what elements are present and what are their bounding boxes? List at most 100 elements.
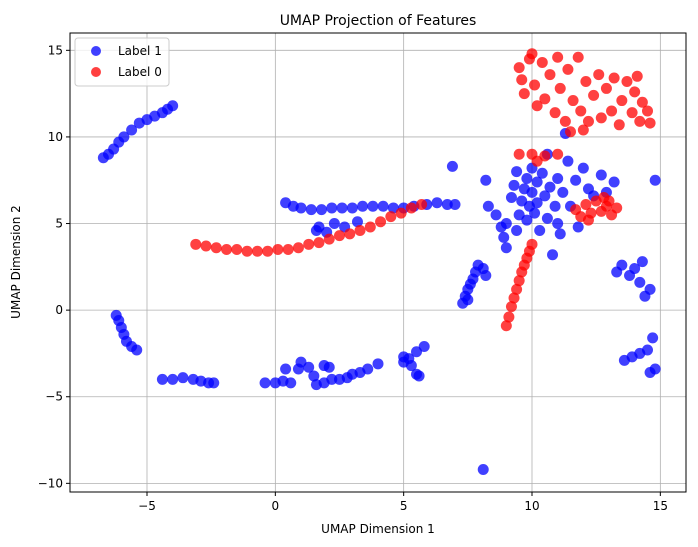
data-point bbox=[344, 228, 356, 240]
data-point bbox=[323, 233, 335, 245]
data-point bbox=[156, 373, 168, 385]
data-point bbox=[531, 197, 543, 209]
data-point bbox=[411, 346, 422, 358]
chart-title: UMAP Projection of Features bbox=[280, 13, 477, 29]
data-point bbox=[405, 202, 417, 214]
data-point bbox=[313, 237, 325, 249]
data-point bbox=[126, 124, 138, 136]
data-point bbox=[405, 360, 417, 372]
axis-ticks: −5 0 5 10 15 −10 −5 0 5 10 15 bbox=[38, 43, 668, 513]
legend-marker-label-1 bbox=[91, 46, 101, 56]
data-point bbox=[595, 112, 607, 124]
data-point bbox=[500, 320, 512, 332]
data-point bbox=[541, 212, 553, 224]
x-tick-label: 5 bbox=[400, 499, 408, 513]
data-point bbox=[572, 51, 584, 63]
data-point bbox=[575, 105, 587, 117]
data-point bbox=[262, 245, 274, 257]
data-point bbox=[606, 105, 618, 117]
data-point bbox=[616, 259, 628, 271]
data-point bbox=[570, 174, 582, 186]
data-point bbox=[644, 283, 656, 295]
data-point bbox=[649, 363, 661, 375]
y-tick-label: −5 bbox=[45, 390, 63, 404]
x-axis-label: UMAP Dimension 1 bbox=[321, 522, 435, 536]
data-point bbox=[629, 86, 641, 98]
data-point bbox=[295, 356, 307, 368]
series-label-1 bbox=[97, 100, 661, 475]
data-point bbox=[531, 155, 543, 167]
data-point bbox=[449, 198, 461, 210]
y-tick-label: 5 bbox=[55, 217, 63, 231]
y-tick-label: 10 bbox=[48, 130, 63, 144]
data-point bbox=[292, 242, 304, 254]
data-point bbox=[621, 75, 633, 87]
data-point bbox=[272, 244, 284, 256]
data-point bbox=[505, 192, 517, 204]
y-tick-label: 0 bbox=[55, 303, 63, 317]
y-axis-label: UMAP Dimension 2 bbox=[9, 205, 23, 319]
data-point bbox=[305, 204, 317, 216]
data-point bbox=[221, 244, 233, 256]
data-point bbox=[603, 195, 615, 207]
data-point bbox=[516, 195, 528, 207]
grid bbox=[70, 33, 686, 492]
data-point bbox=[364, 221, 376, 233]
data-point bbox=[505, 301, 517, 313]
data-point bbox=[600, 82, 612, 94]
data-point bbox=[572, 221, 584, 233]
data-point bbox=[544, 181, 556, 193]
data-point bbox=[446, 160, 458, 172]
x-tick-label: 0 bbox=[272, 499, 280, 513]
data-point bbox=[131, 344, 143, 356]
data-points bbox=[97, 48, 661, 475]
data-point bbox=[526, 238, 538, 250]
data-point bbox=[582, 115, 594, 127]
data-point bbox=[529, 79, 541, 91]
legend-label-0: Label 0 bbox=[118, 65, 162, 79]
data-point bbox=[513, 62, 525, 74]
data-point bbox=[577, 162, 589, 174]
data-point bbox=[490, 209, 502, 221]
data-point bbox=[372, 358, 384, 370]
data-point bbox=[441, 198, 453, 210]
data-point bbox=[367, 200, 379, 212]
data-point bbox=[431, 197, 443, 209]
legend-label-1: Label 1 bbox=[118, 44, 162, 58]
data-point bbox=[303, 361, 315, 373]
data-point bbox=[634, 276, 646, 288]
data-point bbox=[552, 218, 564, 230]
data-point bbox=[508, 179, 520, 191]
data-point bbox=[357, 200, 369, 212]
data-point bbox=[336, 202, 348, 214]
data-point bbox=[642, 344, 653, 356]
data-point bbox=[346, 202, 358, 214]
data-point bbox=[513, 209, 525, 221]
y-tick-label: −10 bbox=[38, 476, 63, 490]
data-point bbox=[562, 63, 574, 75]
data-point bbox=[508, 292, 520, 304]
x-tick-label: 15 bbox=[653, 499, 668, 513]
x-tick-label: −5 bbox=[138, 499, 156, 513]
data-point bbox=[328, 218, 340, 230]
data-point bbox=[580, 75, 592, 87]
data-point bbox=[529, 207, 541, 219]
data-point bbox=[629, 263, 641, 275]
data-point bbox=[557, 186, 569, 198]
data-point bbox=[231, 244, 243, 256]
data-point bbox=[295, 202, 307, 214]
data-point bbox=[310, 224, 322, 236]
data-point bbox=[552, 51, 564, 63]
data-point bbox=[210, 242, 222, 254]
data-point bbox=[241, 245, 253, 257]
data-point bbox=[636, 96, 648, 108]
data-point bbox=[482, 200, 494, 212]
data-point bbox=[416, 198, 428, 210]
data-point bbox=[577, 124, 589, 136]
data-point bbox=[395, 207, 407, 219]
data-point bbox=[413, 370, 425, 382]
data-point bbox=[354, 224, 366, 236]
data-point bbox=[477, 463, 489, 475]
data-point bbox=[544, 69, 556, 81]
data-point bbox=[513, 275, 525, 287]
